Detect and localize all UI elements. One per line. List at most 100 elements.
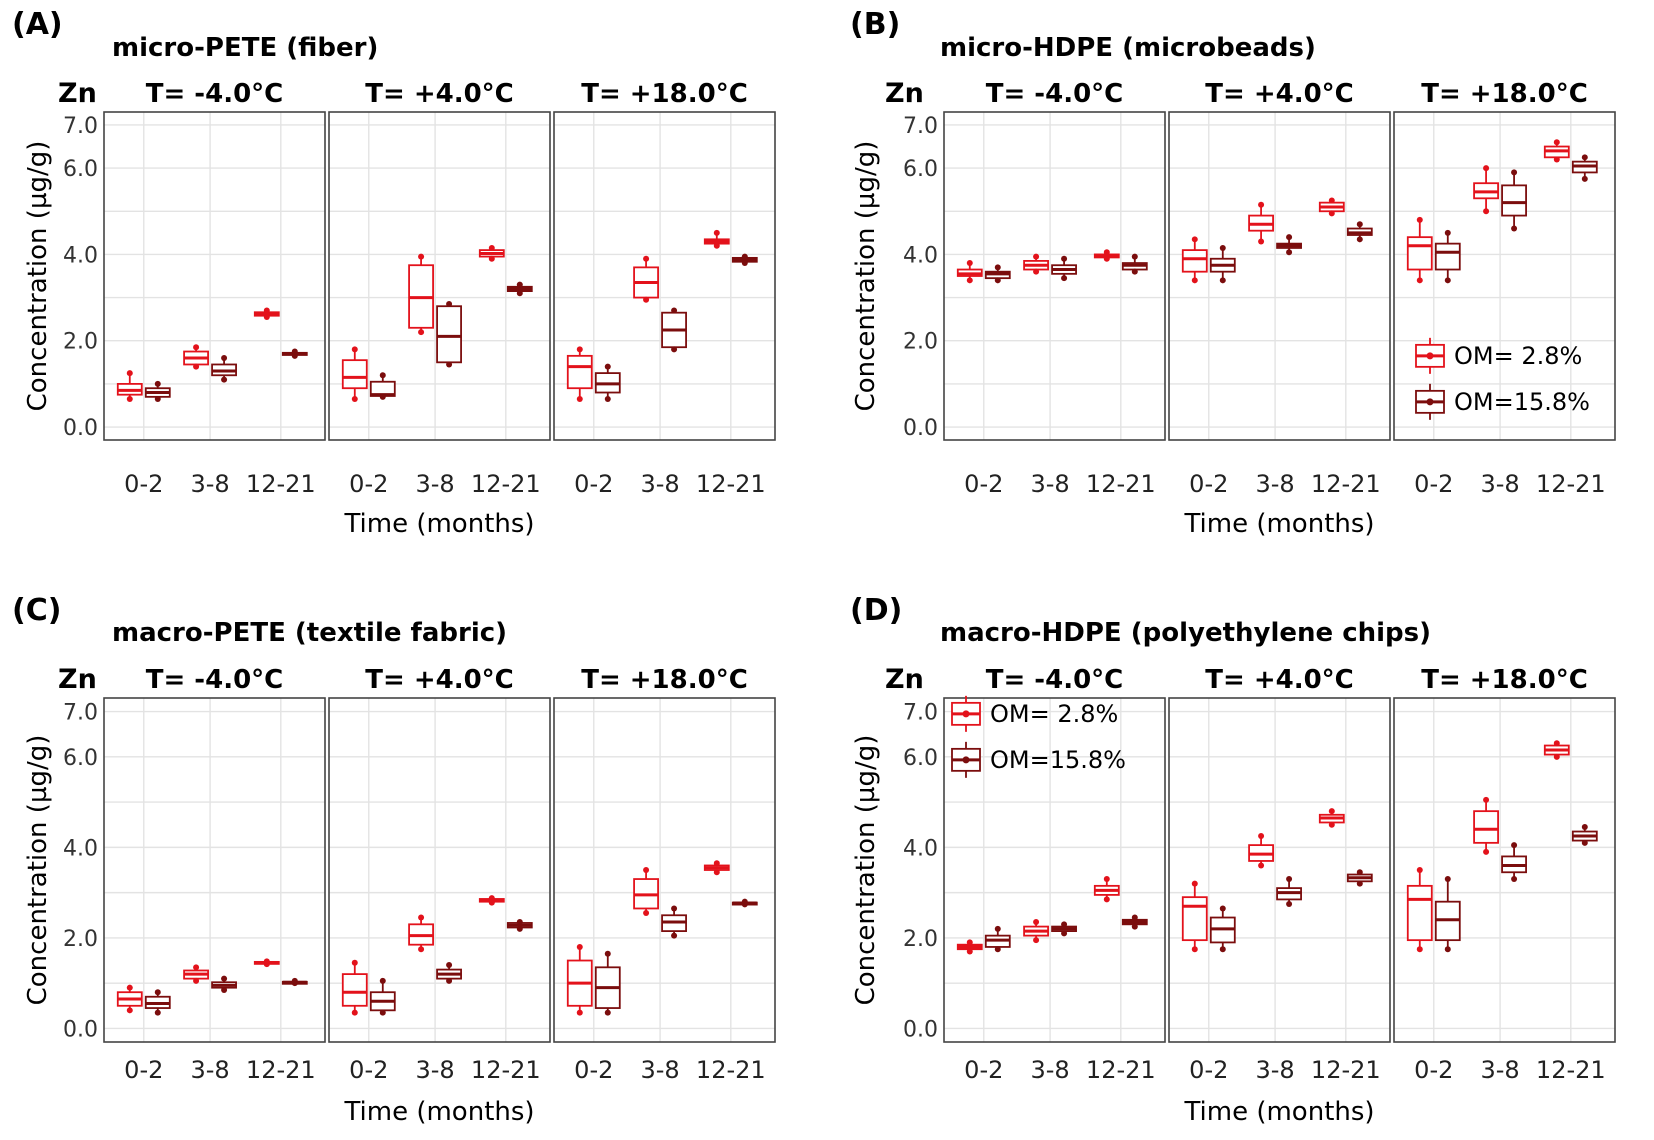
box-om-low	[478, 244, 505, 262]
facet-frame	[1393, 111, 1616, 441]
data-point	[604, 950, 611, 957]
data-point	[1061, 255, 1068, 262]
box-om-low	[1248, 833, 1274, 869]
box-om-low	[408, 253, 434, 336]
panel-letter: (B)	[850, 7, 900, 42]
box-om-low	[116, 984, 143, 1014]
data-point	[1219, 277, 1226, 284]
y-tick-label: 6.0	[63, 746, 98, 771]
data-point	[671, 346, 678, 353]
y-tick-label: 6.0	[903, 746, 938, 771]
y-tick-label: 0.0	[63, 1017, 98, 1042]
facet-frame	[1393, 697, 1616, 1043]
data-point	[1553, 740, 1560, 747]
y-tick-label: 2.0	[63, 927, 98, 952]
data-point	[221, 376, 228, 383]
box-om-high	[436, 301, 462, 368]
data-point	[1103, 876, 1110, 883]
data-point	[1061, 930, 1068, 937]
x-tick-label: 3-8	[1030, 470, 1069, 498]
data-point	[1483, 796, 1490, 803]
facet-label: T= +18.0°C	[581, 665, 748, 695]
facet-3: T= +18.0°C 0-2 3-8 12-21	[1393, 665, 1616, 1084]
data-point	[379, 393, 386, 400]
data-point	[154, 396, 161, 402]
box-om-low	[566, 943, 593, 1016]
box-iqr	[566, 354, 593, 390]
y-tick-label: 4.0	[63, 836, 98, 861]
y-axis-label: Concentration (µg/g)	[23, 735, 53, 1006]
box-om-high	[436, 962, 462, 984]
facet-label: T= -4.0°C	[146, 665, 284, 695]
data-point	[1356, 880, 1363, 887]
x-tick-label: 3-8	[1480, 1056, 1519, 1084]
box-om-high	[594, 950, 621, 1016]
data-point	[1483, 165, 1490, 172]
x-tick-label: 0-2	[574, 1056, 613, 1084]
box-om-high	[506, 919, 533, 932]
facet-1: T= -4.0°C 0-2 3-8 12-21	[103, 665, 326, 1084]
data-point	[1219, 946, 1226, 953]
box-om-low	[1093, 249, 1120, 262]
data-point	[1131, 914, 1138, 921]
x-tick-label: 0-2	[349, 1056, 388, 1084]
data-point	[576, 1009, 583, 1016]
legend-key-point	[1426, 352, 1434, 360]
data-point	[1191, 277, 1198, 284]
data-point	[1444, 229, 1451, 236]
data-point	[1033, 253, 1040, 260]
y-tick-label: 0.0	[903, 1017, 938, 1042]
x-tick-label: 12-21	[246, 1056, 316, 1084]
data-point	[263, 314, 270, 320]
data-point	[643, 910, 650, 916]
data-point	[966, 939, 973, 946]
panel-title: macro-HDPE (polyethylene chips)	[940, 618, 1431, 648]
data-point	[1416, 867, 1423, 873]
box-om-high	[211, 975, 237, 993]
y-tick-label: 0.0	[63, 416, 98, 441]
x-tick-label: 0-2	[1414, 470, 1453, 498]
box-om-low	[116, 370, 143, 402]
data-point	[1511, 169, 1518, 176]
box-iqr	[1181, 896, 1208, 942]
legend-label: OM=15.8%	[990, 746, 1126, 774]
data-point	[193, 344, 200, 351]
box-om-high	[661, 307, 687, 353]
y-axis-label: Concentration (µg/g)	[851, 141, 881, 412]
data-point	[221, 986, 228, 993]
facet-label: T= +4.0°C	[1205, 79, 1354, 109]
box-iqr	[341, 973, 368, 1007]
data-point	[994, 946, 1001, 953]
box-om-low	[1318, 197, 1345, 217]
data-point	[193, 977, 200, 984]
facet-1: T= -4.0°C 0-2 3-8 12-21	[943, 665, 1166, 1084]
box-om-high	[1276, 876, 1302, 907]
x-tick-label: 3-8	[415, 1056, 454, 1084]
data-point	[126, 396, 133, 402]
data-point	[1286, 249, 1293, 256]
box-om-high	[144, 380, 171, 402]
data-point	[221, 355, 228, 361]
panel-title: micro-PETE (fiber)	[112, 33, 378, 63]
box-om-high	[1571, 824, 1598, 846]
box-om-high	[1051, 255, 1077, 282]
panel-title: macro-PETE (textile fabric)	[112, 618, 507, 648]
x-axis-label: Time (months)	[343, 509, 534, 539]
x-axis-label: Time (months)	[343, 1097, 534, 1127]
data-point	[576, 396, 583, 402]
facet-1: T= -4.0°C 0-2 3-8 12-21	[103, 79, 326, 498]
x-tick-label: 0-2	[1189, 1056, 1228, 1084]
data-point	[643, 296, 650, 303]
x-tick-label: 0-2	[1414, 1056, 1453, 1084]
box-iqr	[1181, 249, 1208, 273]
data-point	[1553, 139, 1560, 146]
box-om-low	[1023, 919, 1049, 944]
x-tick-label: 12-21	[1536, 1056, 1606, 1084]
x-tick-label: 12-21	[696, 470, 766, 498]
x-tick-label: 12-21	[471, 470, 541, 498]
box-om-high	[506, 281, 533, 297]
x-axis-label: Time (months)	[1183, 1097, 1374, 1127]
panel-letter: (C)	[12, 593, 61, 628]
data-point	[351, 396, 358, 402]
data-point	[1356, 221, 1363, 228]
